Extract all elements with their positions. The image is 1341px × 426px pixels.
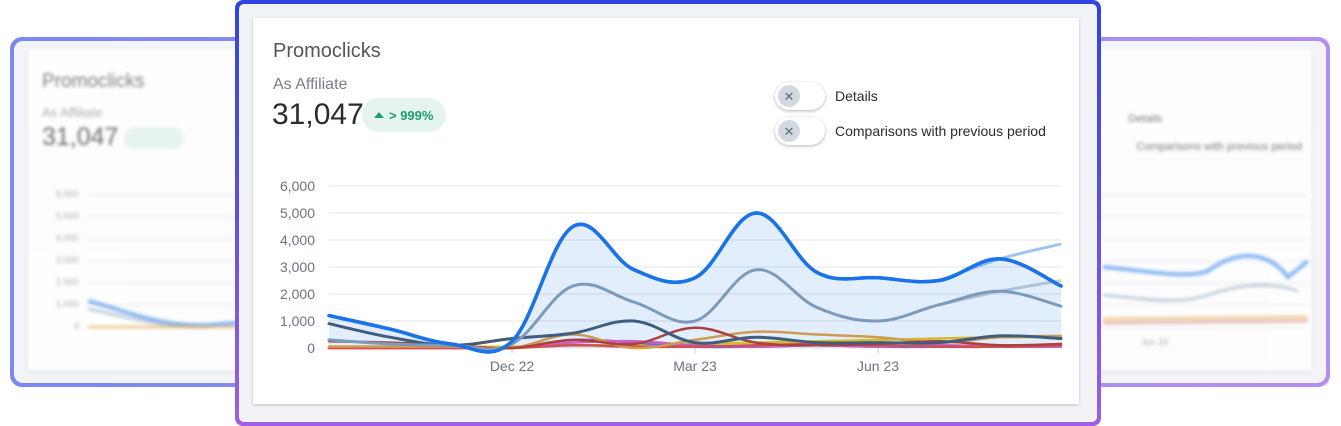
change-badge: > 999% [362,98,447,132]
y-tick-label: 1,000 [280,313,315,329]
background-ytick: 3,000 [56,255,79,265]
card-subtitle: As Affiliate [273,76,348,93]
close-icon: ✕ [778,85,800,107]
metric-value: 31,047 [272,98,364,131]
highlight-frame: Promoclicks As Affiliate 31,047 > 999% ✕… [235,0,1101,426]
y-tick-label: 5,000 [280,205,315,221]
highlight-frame-inner: Promoclicks As Affiliate 31,047 > 999% ✕… [239,4,1097,422]
background-ytick: 6,000 [56,189,79,199]
y-tick-label: 0 [307,340,315,356]
background-title: Promoclicks [42,71,145,92]
arrow-up-icon [374,112,384,118]
background-ytick: 1,000 [56,299,79,309]
promoclicks-card: Promoclicks As Affiliate 31,047 > 999% ✕… [253,18,1079,404]
x-tick-label: Jun 23 [857,358,899,374]
series-line [327,342,1063,350]
x-tick-label: Mar 23 [673,358,717,374]
comparisons-toggle[interactable]: ✕ [775,117,825,145]
y-tick-label: 4,000 [280,232,315,248]
details-toggle[interactable]: ✕ [775,82,825,110]
series-area [329,212,1061,352]
y-tick-label: 2,000 [280,286,315,302]
comparisons-toggle-label: Comparisons with previous period [835,123,1046,139]
comparisons-toggle-row[interactable]: ✕ Comparisons with previous period [775,117,1046,145]
background-ytick: 5,000 [56,211,79,221]
background-ytick: 4,000 [56,233,79,243]
background-xtick: Jun 23 [1141,337,1169,347]
background-value: 31,047 [42,123,119,151]
background-ytick: 0 [74,321,80,331]
background-details-label: Details [1128,113,1162,125]
promoclicks-line-chart: 0 1,000 2,000 3,000 4,000 5,000 6,000 Dec 22 Mar… [280,178,1063,374]
background-comparisons-label: Comparisons with previous period [1136,141,1302,153]
series-line-main [327,211,1063,354]
y-tick-label: 6,000 [280,178,315,194]
background-ytick: 2,000 [56,277,79,287]
close-icon: ✕ [778,120,800,142]
background-subtitle: As Affiliate [42,105,103,120]
background-badge [124,127,184,149]
card-title: Promoclicks [273,40,381,62]
details-toggle-label: Details [835,88,878,104]
y-tick-label: 3,000 [280,259,315,275]
x-tick-label: Dec 22 [490,358,535,374]
details-toggle-row[interactable]: ✕ Details [775,82,878,110]
change-value: > 999% [389,107,434,123]
